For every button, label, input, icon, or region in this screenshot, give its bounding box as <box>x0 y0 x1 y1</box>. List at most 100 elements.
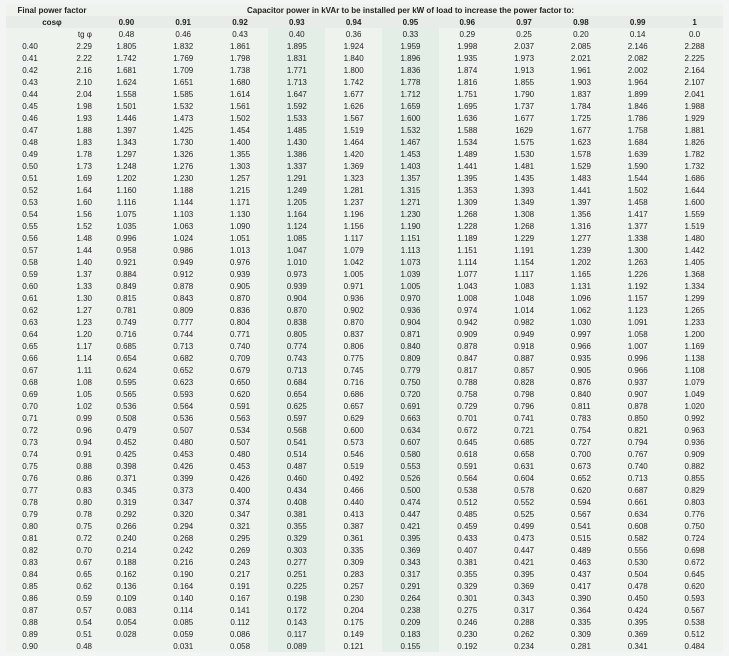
value-cell: 0.217 <box>212 568 269 580</box>
value-cell: 1.228 <box>439 220 496 232</box>
tgphi-cell: 2.10 <box>52 76 98 88</box>
value-cell: 0.713 <box>609 472 666 484</box>
value-cell: 1.502 <box>212 112 269 124</box>
cosphi-cell <box>6 28 52 40</box>
value-cell: 0.663 <box>382 412 439 424</box>
cosphi-cell: 0.78 <box>6 496 52 508</box>
value-cell: 1.202 <box>98 172 155 184</box>
value-cell: 1.786 <box>609 112 666 124</box>
value-cell: 1.151 <box>439 244 496 256</box>
value-cell: 0.776 <box>666 508 723 520</box>
value-cell: 1.154 <box>496 256 553 268</box>
cosphi-cell: 0.82 <box>6 544 52 556</box>
value-cell: 1.103 <box>155 208 212 220</box>
tgphi-cell: 1.27 <box>52 304 98 316</box>
tgphi-cell: 0.96 <box>52 424 98 436</box>
target-header: 0.92 <box>212 16 269 28</box>
value-cell: 1.108 <box>666 364 723 376</box>
value-cell: 0.996 <box>98 232 155 244</box>
cosphi-cell: 0.54 <box>6 208 52 220</box>
tgphi-cell: 1.93 <box>52 112 98 124</box>
value-cell: 1.441 <box>439 160 496 172</box>
table-row: 0.551.521.0351.0631.0901.1241.1561.1901.… <box>6 220 723 232</box>
value-cell: 0.634 <box>609 508 666 520</box>
value-cell: 1.899 <box>609 88 666 100</box>
value-cell: 0.381 <box>268 508 325 520</box>
value-cell: 0.425 <box>98 448 155 460</box>
value-cell: 1.558 <box>98 88 155 100</box>
value-cell: 1.964 <box>609 76 666 88</box>
value-cell: 0.809 <box>155 304 212 316</box>
cosphi-cell: 0.72 <box>6 424 52 436</box>
value-cell: 1.043 <box>439 280 496 292</box>
value-cell: 0.672 <box>666 556 723 568</box>
value-cell: 0.408 <box>268 496 325 508</box>
value-cell: 0.608 <box>609 520 666 532</box>
value-cell: 0.460 <box>268 472 325 484</box>
value-cell: 1.647 <box>268 88 325 100</box>
value-cell: 0.028 <box>98 628 155 640</box>
cosphi-cell: 0.71 <box>6 412 52 424</box>
value-cell: 1.816 <box>439 76 496 88</box>
table-row: 0.830.670.1880.2160.2430.2770.3090.3430.… <box>6 556 723 568</box>
value-cell: 1.271 <box>382 196 439 208</box>
value-cell: 1.600 <box>666 196 723 208</box>
value-cell: 0.317 <box>382 568 439 580</box>
value-cell: 0.291 <box>382 580 439 592</box>
value-cell: 1.959 <box>382 40 439 52</box>
tgphi-cell: 1.23 <box>52 316 98 328</box>
value-cell: 1.681 <box>98 64 155 76</box>
value-cell: 1.624 <box>98 76 155 88</box>
tgphi-cell: 0.62 <box>52 580 98 592</box>
cosphi-cell: 0.65 <box>6 340 52 352</box>
table-row: 0.720.960.4790.5070.5340.5680.6000.6340.… <box>6 424 723 436</box>
table-row: 0.461.931.4461.4731.5021.5331.5671.6001.… <box>6 112 723 124</box>
value-cell: 1.614 <box>212 88 269 100</box>
value-cell: 1.165 <box>553 268 610 280</box>
target-header: 0.95 <box>382 16 439 28</box>
value-cell: 1.191 <box>496 244 553 256</box>
value-cell: 0.727 <box>553 436 610 448</box>
value-cell: 1629 <box>496 124 553 136</box>
value-cell: 0.512 <box>439 496 496 508</box>
value-cell: 1.896 <box>382 52 439 64</box>
target-header: 0.97 <box>496 16 553 28</box>
value-cell: 0.453 <box>155 448 212 460</box>
table-row: 0.611.300.8150.8430.8700.9040.9360.9701.… <box>6 292 723 304</box>
value-cell: 1.316 <box>553 220 610 232</box>
value-cell: 0.687 <box>609 484 666 496</box>
value-cell: 0.936 <box>666 436 723 448</box>
value-cell <box>98 640 155 652</box>
tgphi-cell: 0.83 <box>52 484 98 496</box>
value-cell: 1.226 <box>609 268 666 280</box>
value-cell: 0.121 <box>325 640 382 652</box>
value-cell: 0.534 <box>212 424 269 436</box>
value-cell: 1.303 <box>212 160 269 172</box>
value-cell: 0.329 <box>439 580 496 592</box>
value-cell: 0.754 <box>553 424 610 436</box>
value-cell: 0.238 <box>382 604 439 616</box>
value-cell: 0.479 <box>98 424 155 436</box>
value-cell: 1.276 <box>155 160 212 172</box>
value-cell: 1.405 <box>666 256 723 268</box>
target-header: 0.98 <box>553 16 610 28</box>
value-cell: 0.369 <box>609 628 666 640</box>
cosphi-cell: 0.46 <box>6 112 52 124</box>
value-cell: 0.343 <box>496 592 553 604</box>
value-cell: 1.561 <box>212 100 269 112</box>
cosphi-cell: 0.47 <box>6 124 52 136</box>
tgphi-cell: 1.37 <box>52 268 98 280</box>
value-cell: 0.992 <box>666 412 723 424</box>
value-cell: 0.390 <box>553 592 610 604</box>
value-cell: 1.686 <box>666 172 723 184</box>
value-cell: 1.751 <box>439 88 496 100</box>
value-cell: 0.335 <box>553 616 610 628</box>
value-cell: 0.526 <box>382 472 439 484</box>
value-cell: 1.326 <box>155 148 212 160</box>
target-header: 0.96 <box>439 16 496 28</box>
table-row: 0.481.831.3431.7301.4001.4301.4641.4671.… <box>6 136 723 148</box>
value-cell: 0.564 <box>439 472 496 484</box>
value-cell: 0.691 <box>382 400 439 412</box>
value-cell: 2.164 <box>666 64 723 76</box>
table-row: 0.880.540.0540.0850.1120.1430.1750.2090.… <box>6 616 723 628</box>
